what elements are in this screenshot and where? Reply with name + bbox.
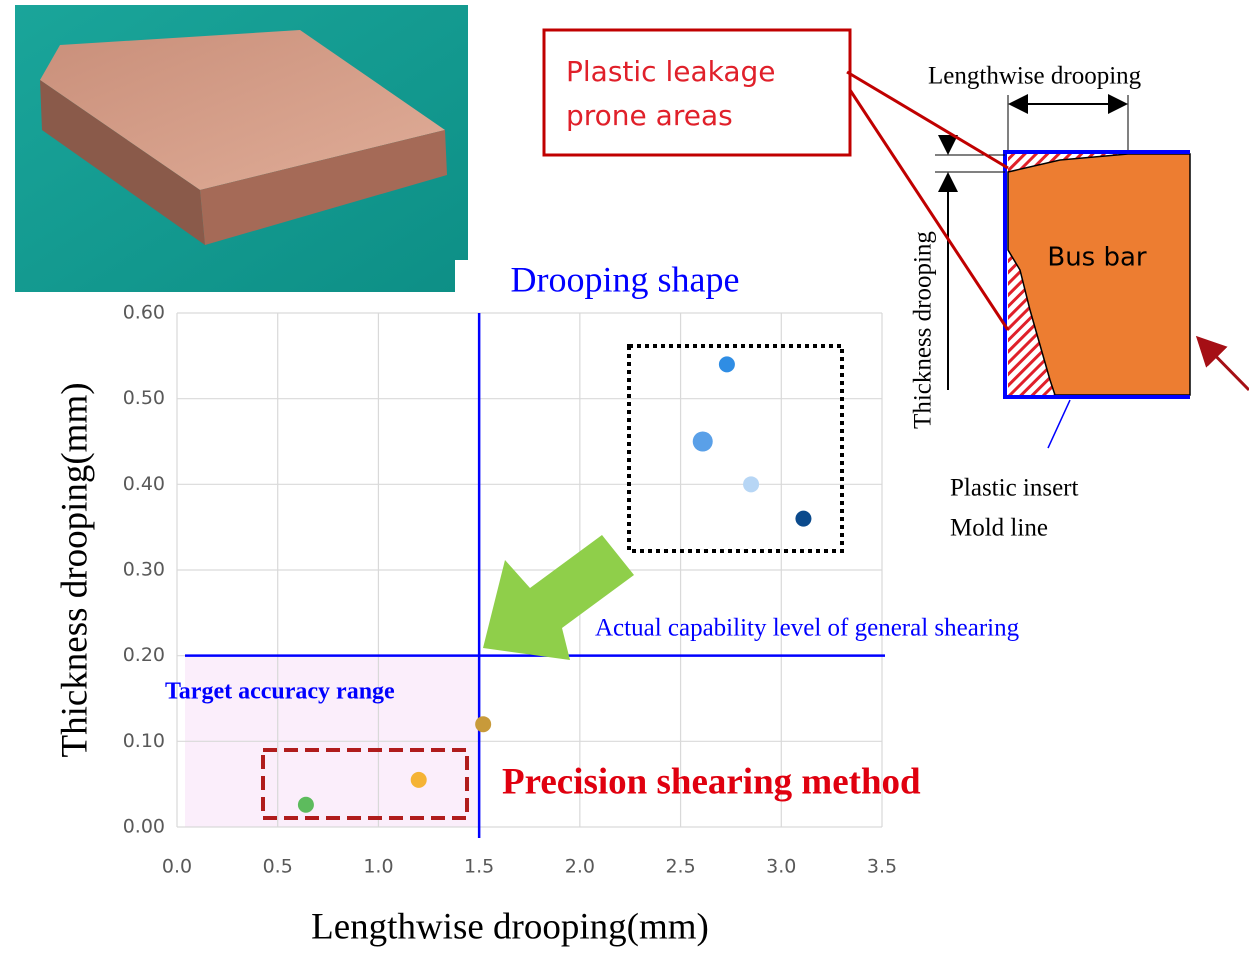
x-tick-label: 1.0 [363, 856, 393, 878]
y-tick-label: 0.30 [123, 559, 165, 581]
annotation: Actual capability level of general shear… [595, 615, 1020, 642]
y-tick-label: 0.10 [123, 730, 165, 752]
green-arrow [483, 535, 634, 660]
leakage-label: Plastic leakage [566, 55, 776, 88]
scatter-chart: 0.00 0.10 0.20 0.30 0.40 0.50 0.60 0.0 0.5 1.0 1.5… [54, 259, 1019, 947]
leakage-box [542, 28, 852, 157]
mold-label: Mold line [950, 515, 1048, 542]
x-tick-label: 3.5 [867, 856, 897, 878]
annotation: Target accuracy range [165, 679, 395, 705]
y-tick-label: 0.20 [123, 644, 165, 666]
y-tick-label: 0.50 [123, 387, 165, 409]
chart-title: Drooping shape [511, 259, 740, 299]
lengthwise-label: Lengthwise drooping [928, 63, 1142, 90]
x-tick-label: 2.0 [565, 856, 595, 878]
thickness-label: Thickness drooping [910, 231, 937, 429]
point [410, 771, 427, 788]
bus-bar-label: Bus bar [1047, 243, 1147, 273]
point [743, 476, 760, 493]
photo [15, 5, 468, 292]
x-tick-label: 3.0 [766, 856, 796, 878]
annotation: Precision shearing method [502, 761, 921, 802]
bus-bar [1007, 153, 1191, 396]
dashed-box [261, 748, 469, 820]
point [297, 796, 314, 813]
point [795, 510, 812, 527]
leakage-label: prone areas [566, 99, 733, 132]
title-bg [455, 260, 785, 308]
point [718, 356, 735, 373]
x-tick-label: 2.5 [665, 856, 695, 878]
point [475, 716, 492, 733]
y-tick-label: 0.40 [123, 473, 165, 495]
y-tick-label: 0.60 [123, 302, 165, 324]
mold-label: Plastic insert [950, 475, 1079, 502]
x-tick-label: 0.5 [263, 856, 293, 878]
x-tick-label: 1.5 [464, 856, 494, 878]
pointer-line [848, 89, 1010, 331]
x-tick-label: 0.0 [162, 856, 192, 878]
y-axis-label: Thickness drooping(mm) [54, 382, 95, 757]
x-axis-label: Lengthwise drooping(mm) [311, 906, 709, 947]
pointer-arrow [1195, 335, 1249, 392]
pointer-line [846, 70, 1009, 170]
bus-bar-diagram: Plastic leakage prone areas Lengthwise d… [542, 28, 1249, 542]
pointer-line [1047, 399, 1071, 449]
dotted-box [627, 344, 844, 553]
mold-line [1003, 150, 1190, 399]
point [692, 431, 713, 452]
y-tick-label: 0.00 [123, 816, 165, 838]
